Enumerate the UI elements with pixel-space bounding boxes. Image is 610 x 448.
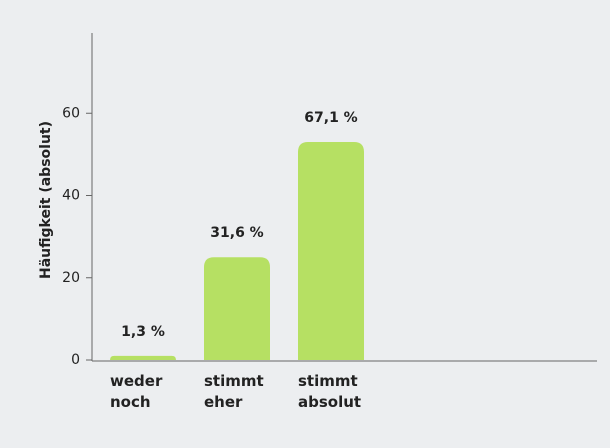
bar-annotation: 31,6 % (210, 225, 263, 241)
y-tick-label: 20 (62, 270, 80, 286)
x-tick-label: stimmt eher (204, 372, 264, 411)
y-tick-label: 0 (71, 352, 80, 368)
x-tick-label: weder noch (110, 372, 163, 411)
bar-annotation: 1,3 % (121, 324, 165, 340)
x-tick-label: stimmt absolut (298, 372, 362, 411)
y-tick-label: 60 (62, 105, 80, 121)
bar (204, 257, 270, 360)
y-tick-label: 40 (62, 188, 80, 204)
bar (110, 355, 176, 360)
bar-annotation: 67,1 % (304, 110, 357, 126)
y-axis-label: Häufigkeit (absolut) (38, 121, 54, 279)
bar (298, 142, 364, 360)
